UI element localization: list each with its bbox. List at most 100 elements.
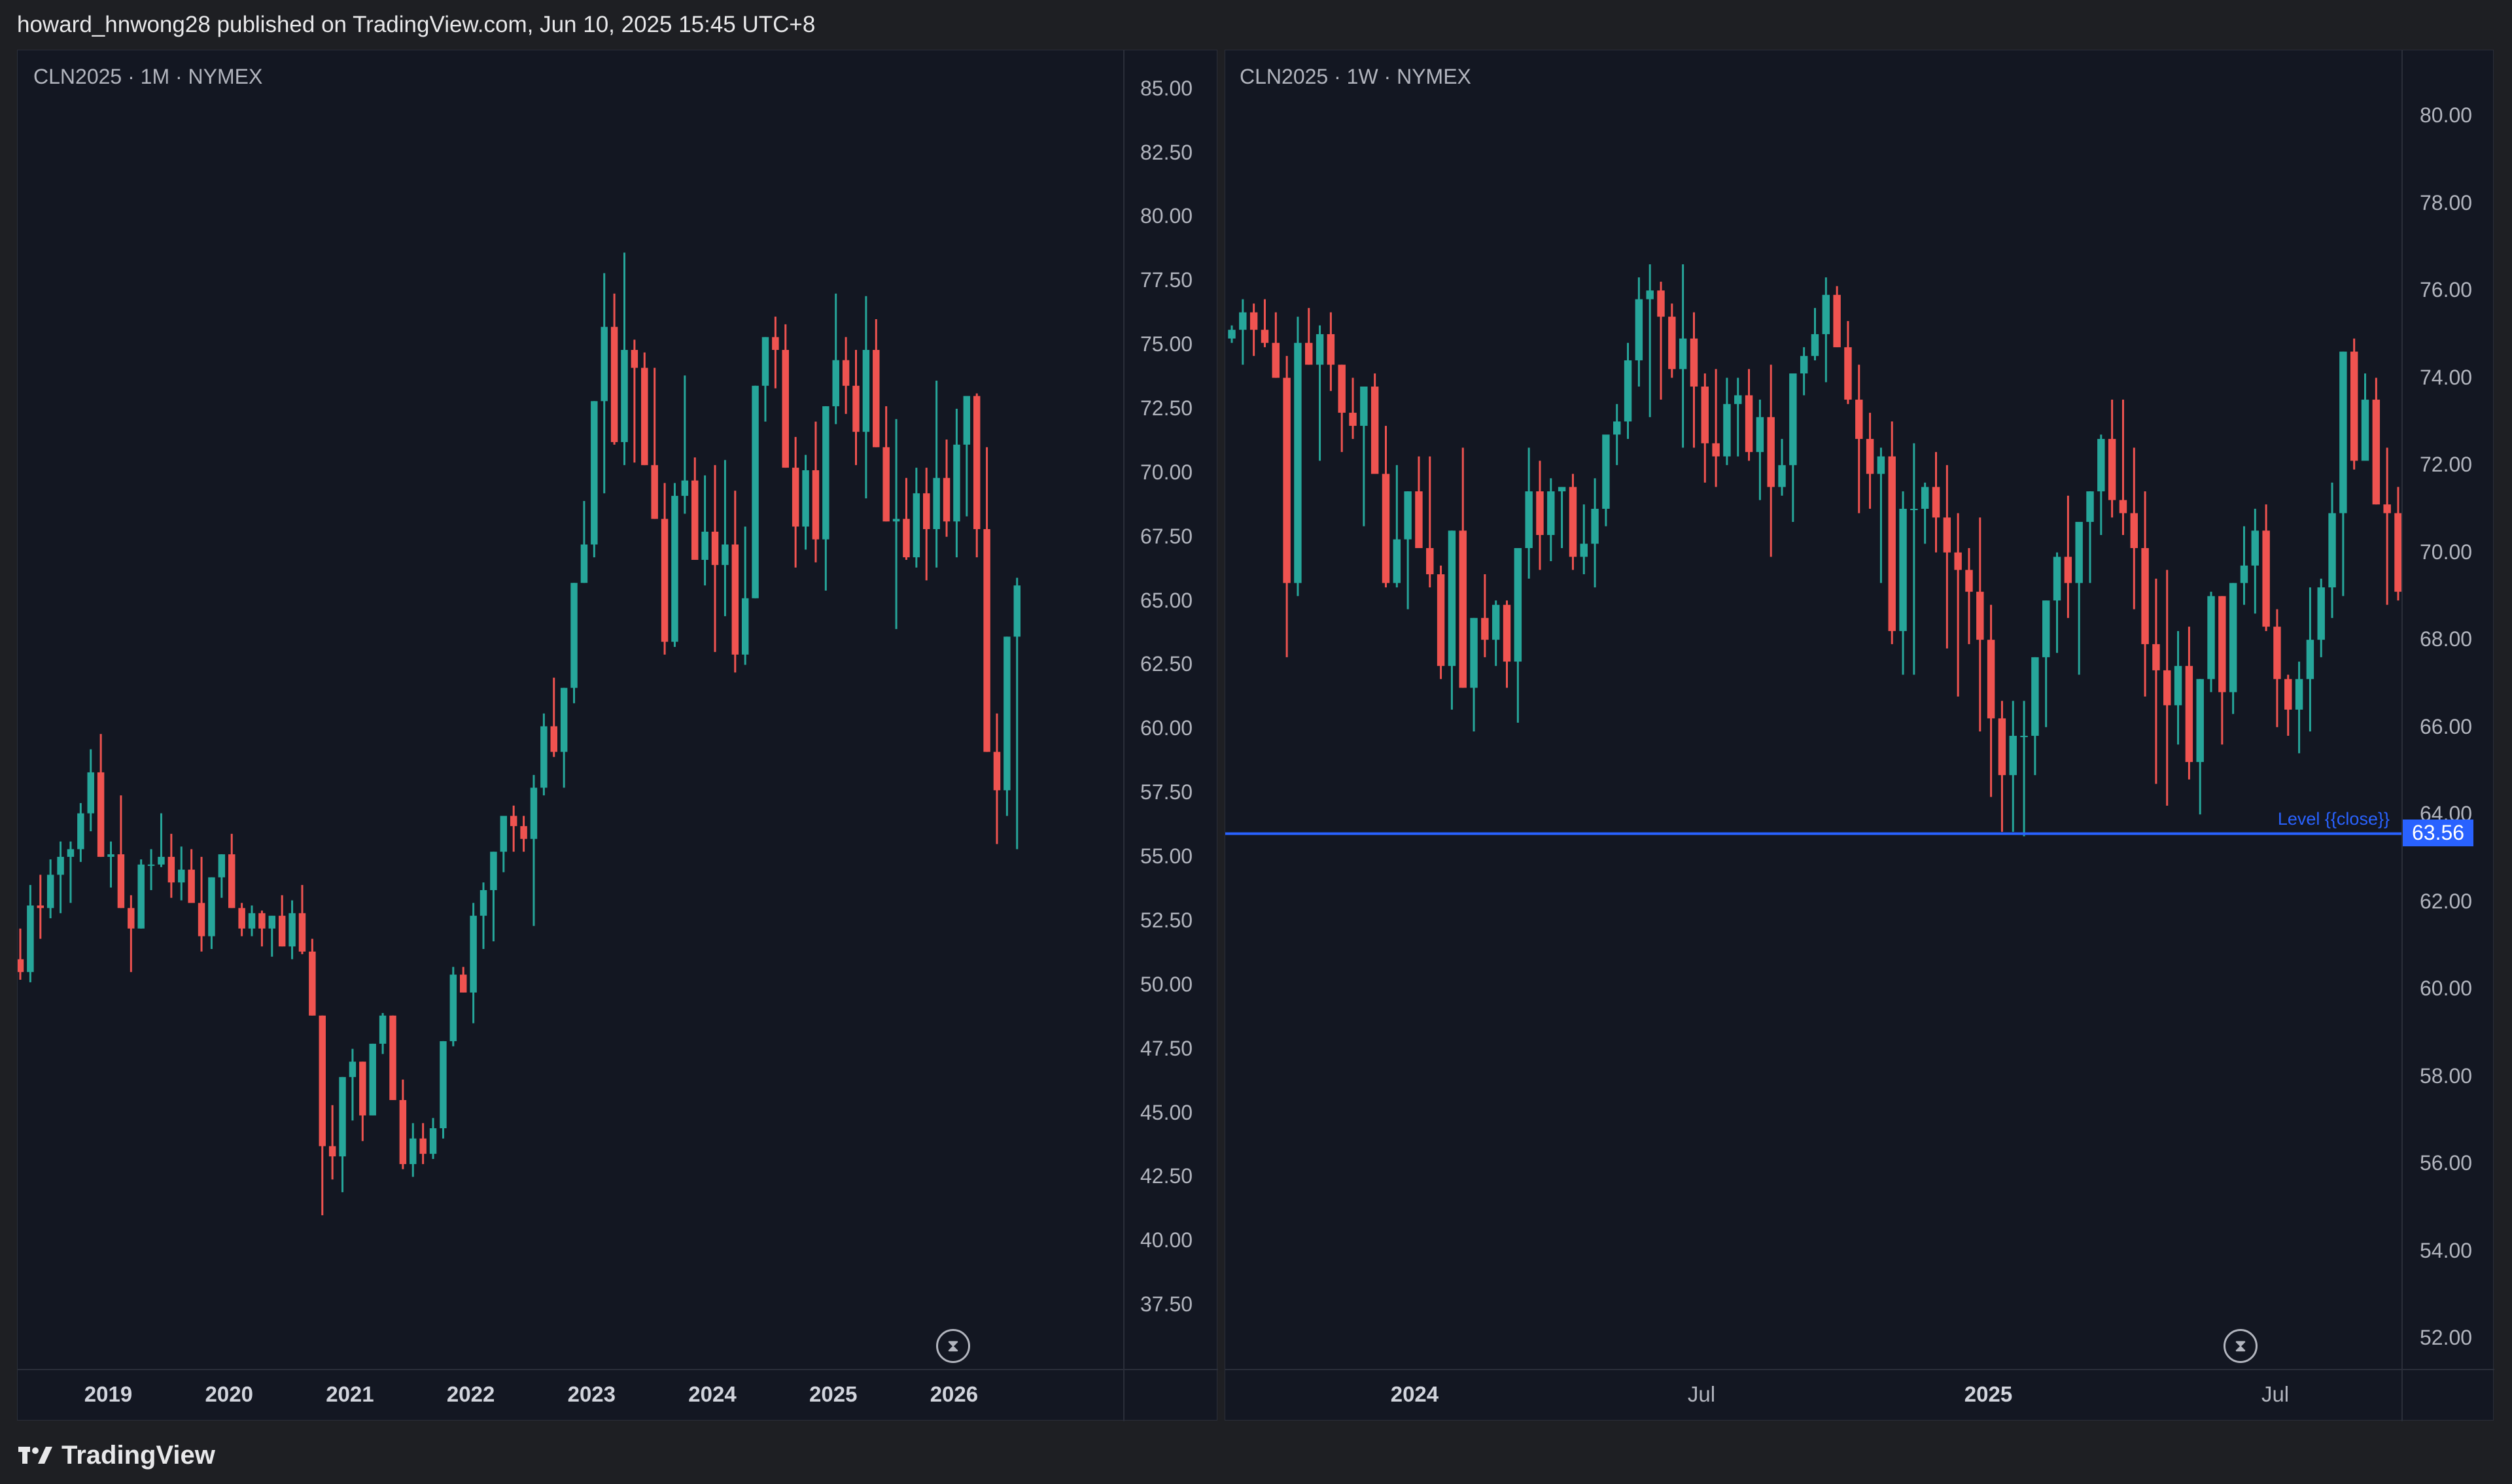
time-tick-label: Jul xyxy=(1687,1382,1716,1406)
weekly-time-axis[interactable]: 2024 Jul 2025 Jul xyxy=(1225,1370,2401,1420)
candle-body xyxy=(328,1146,336,1157)
candle-body xyxy=(2196,679,2204,763)
candle-body xyxy=(862,350,870,432)
candle-body xyxy=(1734,395,1742,404)
candle-body xyxy=(1745,395,1753,453)
candle-body xyxy=(1690,338,1698,387)
candle-body xyxy=(429,1128,437,1154)
candle-body xyxy=(933,477,940,530)
candle-body xyxy=(2152,644,2160,670)
clock-icon[interactable]: ⧗ xyxy=(936,1329,970,1363)
candle-body xyxy=(309,951,316,1016)
current-price-tag[interactable]: 63.56 xyxy=(2403,819,2474,846)
candle-body xyxy=(1415,491,1423,549)
candle-body xyxy=(67,849,75,857)
weekly-candlestick-plot[interactable] xyxy=(1225,50,2401,1369)
candle-body xyxy=(87,772,94,814)
candle-body xyxy=(1448,530,1456,666)
candle-body xyxy=(802,470,809,527)
candle-body xyxy=(782,350,789,468)
price-tick-label: 85.00 xyxy=(1140,76,1193,100)
candle-body xyxy=(591,401,598,545)
candle-body xyxy=(1370,387,1379,474)
candle-body xyxy=(339,1077,346,1157)
price-tick-label: 50.00 xyxy=(1140,972,1193,996)
candle-body xyxy=(671,496,678,642)
candle-body xyxy=(1998,718,2006,776)
candle-body xyxy=(681,480,689,496)
candle-body xyxy=(1536,491,1544,535)
candle-body xyxy=(1503,604,1511,662)
weekly-chart-panel[interactable]: CLN2025 · 1W · NYMEX 80.00 78.00 76.00 74.0… xyxy=(1225,50,2494,1421)
candle-body xyxy=(691,480,699,560)
candle-body xyxy=(852,385,860,432)
candle-body xyxy=(1932,487,1940,518)
clock-icon[interactable]: ⧗ xyxy=(2224,1329,2258,1363)
candle-body xyxy=(580,544,588,583)
candle-body xyxy=(752,385,759,598)
candle-body xyxy=(2174,666,2182,706)
time-tick-label: 2026 xyxy=(930,1382,979,1406)
candle-body xyxy=(2130,513,2138,549)
price-tick-label: 68.00 xyxy=(2420,627,2473,651)
candle-body xyxy=(2350,351,2358,461)
price-tick-label: 76.00 xyxy=(2420,278,2473,302)
price-tick-label: 52.50 xyxy=(1140,908,1193,932)
candle-body xyxy=(389,1015,396,1100)
candle-body xyxy=(1866,439,1874,474)
monthly-candlestick-plot[interactable] xyxy=(18,50,1123,1369)
candle-body xyxy=(1591,508,1599,544)
candle-body xyxy=(963,396,971,445)
candle-body xyxy=(1470,617,1478,688)
candle-body xyxy=(2328,513,2336,588)
candle-body xyxy=(822,406,829,540)
price-tick-label: 57.50 xyxy=(1140,780,1193,804)
candle-body xyxy=(410,1138,417,1164)
candle-body xyxy=(913,493,920,558)
candle-body xyxy=(601,326,608,402)
candle-body xyxy=(238,908,245,929)
candle-body xyxy=(651,465,658,519)
candle-body xyxy=(812,470,820,540)
candle-body xyxy=(2361,400,2369,461)
price-tick-label: 67.50 xyxy=(1140,524,1193,548)
candle-body xyxy=(520,826,527,839)
time-tick-label: 2025 xyxy=(809,1382,858,1406)
price-tick-label: 78.00 xyxy=(2420,190,2473,215)
candle-body xyxy=(1360,387,1368,426)
candle-body xyxy=(147,864,155,866)
price-tick-label: 80.00 xyxy=(2420,103,2473,128)
price-tick-label: 77.50 xyxy=(1140,268,1193,292)
monthly-time-axis[interactable]: 2019 2020 2021 2022 2023 2024 2025 2026 xyxy=(18,1370,1123,1420)
candle-body xyxy=(1965,570,1973,592)
candle-body xyxy=(1602,434,1610,509)
candle-body xyxy=(57,857,64,875)
candle-body xyxy=(2383,504,2391,513)
time-tick-label: 2020 xyxy=(205,1382,253,1406)
candle-body xyxy=(1723,404,1731,457)
tradingview-logo-icon[interactable] xyxy=(17,1443,55,1469)
price-tick-label: 70.00 xyxy=(2420,540,2473,564)
candle-body xyxy=(2020,736,2028,738)
candle-body xyxy=(832,360,839,407)
monthly-chart-panel[interactable]: CLN2025 · 1M · NYMEX 85.00 82.50 80.00 77.5… xyxy=(17,50,1218,1421)
candle-body xyxy=(1393,539,1401,583)
candle-body xyxy=(77,813,84,850)
monthly-price-axis[interactable]: 85.00 82.50 80.00 77.50 75.00 72.50 70.00 67.50… xyxy=(1125,50,1217,1369)
candle-body xyxy=(490,852,497,890)
price-tick-label: 62.00 xyxy=(2420,889,2473,913)
price-tick-label: 75.00 xyxy=(1140,332,1193,356)
price-tick-label: 58.00 xyxy=(2420,1063,2473,1088)
price-tick-label: 70.00 xyxy=(1140,460,1193,484)
candle-body xyxy=(540,726,548,788)
tradingview-brand[interactable]: TradingView xyxy=(61,1441,215,1470)
candle-body xyxy=(943,477,951,522)
candle-body xyxy=(319,1015,326,1147)
candle-body xyxy=(903,519,910,558)
weekly-price-axis[interactable]: 80.00 78.00 76.00 74.00 72.00 70.00 68.00 66.00… xyxy=(2403,50,2493,1369)
candle-body xyxy=(1910,508,1918,510)
time-tick-label: 2022 xyxy=(446,1382,495,1406)
candle-body xyxy=(550,726,557,752)
candle-body xyxy=(2086,491,2094,522)
candle-body xyxy=(198,903,205,937)
